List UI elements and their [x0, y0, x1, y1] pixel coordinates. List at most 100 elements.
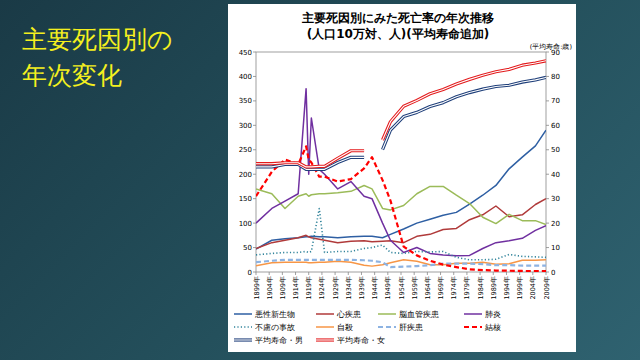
- x-tick: [308, 272, 309, 275]
- x-tick-label: 1969年: [437, 276, 445, 300]
- series-line-inner: [256, 77, 546, 169]
- y2-tick-label: 70: [551, 97, 560, 105]
- series-group: [256, 61, 546, 271]
- x-tick-label: 1909年: [279, 276, 287, 300]
- x-tick-label: 1974年: [450, 276, 458, 300]
- legend-swatch: [464, 313, 482, 315]
- chart-box: 主要死因別にみた死亡率の年次推移(人口10万対、人)(平均寿命追加)(平均寿命:…: [228, 4, 576, 352]
- y2-tick-label: 80: [551, 73, 560, 81]
- x-tick: [269, 272, 270, 275]
- y2-tick-label: 90: [551, 49, 560, 57]
- x-tick-label: 1914年: [292, 276, 300, 300]
- y2-tick: [546, 52, 549, 53]
- x-tick: [480, 272, 481, 275]
- chart: 主要死因別にみた死亡率の年次推移(人口10万対、人)(平均寿命追加)(平均寿命:…: [228, 4, 576, 352]
- y2-tick: [546, 247, 549, 248]
- chart-title: 主要死因別にみた死亡率の年次推移: [301, 11, 494, 25]
- y2-tick: [546, 149, 549, 150]
- x-tick: [453, 272, 454, 275]
- x-tick-label: 1944年: [371, 276, 379, 300]
- x-tick: [519, 272, 520, 275]
- y-tick: [253, 272, 256, 273]
- y2-tick-label: 30: [551, 195, 560, 203]
- x-tick: [256, 272, 257, 275]
- y-tick-label: 150: [239, 195, 252, 203]
- x-tick: [374, 272, 375, 275]
- x-tick: [401, 272, 402, 275]
- y2-tick: [546, 100, 549, 101]
- x-tick-label: 1949年: [384, 276, 392, 300]
- y-tick-label: 50: [243, 244, 252, 252]
- x-tick: [282, 272, 283, 275]
- x-tick-label: 1924年: [318, 276, 326, 300]
- x-tick-label: 1964年: [424, 276, 432, 300]
- y-tick-label: 350: [239, 97, 252, 105]
- x-tick: [414, 272, 415, 275]
- legend-label: 不慮の事故: [255, 323, 295, 332]
- legend-label: 平均寿命・男: [255, 336, 303, 345]
- chart-subtitle: (人口10万対、人)(平均寿命追加): [307, 27, 490, 41]
- x-tick: [546, 272, 547, 275]
- x-tick-label: 1904年: [266, 276, 274, 300]
- x-tick-label: 1929年: [332, 276, 340, 300]
- y-tick: [253, 198, 256, 199]
- y2-tick-label: 0: [551, 269, 555, 277]
- legend-swatch-inner: [316, 339, 334, 340]
- y2-tick-label: 20: [551, 220, 560, 228]
- x-tick: [440, 272, 441, 275]
- x-tick: [427, 272, 428, 275]
- x-tick: [335, 272, 336, 275]
- y-tick: [253, 247, 256, 248]
- legend-label: 平均寿命・女: [337, 336, 385, 345]
- series-line: [256, 260, 546, 266]
- y-tick-label: 250: [239, 146, 252, 154]
- x-tick: [466, 272, 467, 275]
- y-tick: [253, 223, 256, 224]
- y2-tick-label: 40: [551, 171, 560, 179]
- y2-tick: [546, 174, 549, 175]
- y2-tick-label: 50: [551, 146, 560, 154]
- x-tick: [506, 272, 507, 275]
- slide-title: 主要死因別の年次変化: [22, 22, 173, 94]
- series-line: [256, 130, 546, 249]
- y2-tick: [546, 198, 549, 199]
- y-tick: [253, 174, 256, 175]
- x-tick-label: 1989年: [490, 276, 498, 300]
- legend-label: 結核: [484, 323, 501, 332]
- x-tick-label: 2009年: [543, 276, 551, 300]
- x-tick-label: 1934年: [345, 276, 353, 300]
- y-tick: [253, 100, 256, 101]
- y-tick-label: 100: [239, 220, 252, 228]
- x-tick: [348, 272, 349, 275]
- y2-tick: [546, 223, 549, 224]
- y-tick-label: 200: [239, 171, 252, 179]
- series-line: [256, 185, 546, 224]
- legend-swatch: [464, 326, 482, 328]
- x-tick: [321, 272, 322, 275]
- series-line: [256, 61, 546, 167]
- legend-swatch: [316, 338, 334, 341]
- y-tick-label: 300: [239, 122, 252, 130]
- y-tick: [253, 149, 256, 150]
- legend-swatch: [234, 338, 252, 341]
- legend-swatch: [234, 313, 252, 315]
- x-tick: [387, 272, 388, 275]
- y2-tick-label: 10: [551, 244, 560, 252]
- x-tick: [295, 272, 296, 275]
- x-tick-label: 1919年: [305, 276, 313, 300]
- y-tick-label: 400: [239, 73, 252, 81]
- legend-swatch: [234, 326, 252, 328]
- y2-tick-label: 60: [551, 122, 560, 130]
- y-tick-label: 450: [239, 49, 252, 57]
- legend-label: 悪性新生物: [254, 310, 295, 319]
- series-line: [256, 89, 546, 256]
- y2-tick: [546, 125, 549, 126]
- legend-swatch: [316, 326, 334, 328]
- y2-tick: [546, 76, 549, 77]
- x-tick-label: 1954年: [398, 276, 406, 300]
- x-tick-label: 1979年: [463, 276, 471, 300]
- x-tick-label: 1999年: [516, 276, 524, 300]
- x-tick-label: 2004年: [529, 276, 537, 300]
- series-line-inner: [256, 61, 546, 167]
- series-line: [256, 77, 546, 169]
